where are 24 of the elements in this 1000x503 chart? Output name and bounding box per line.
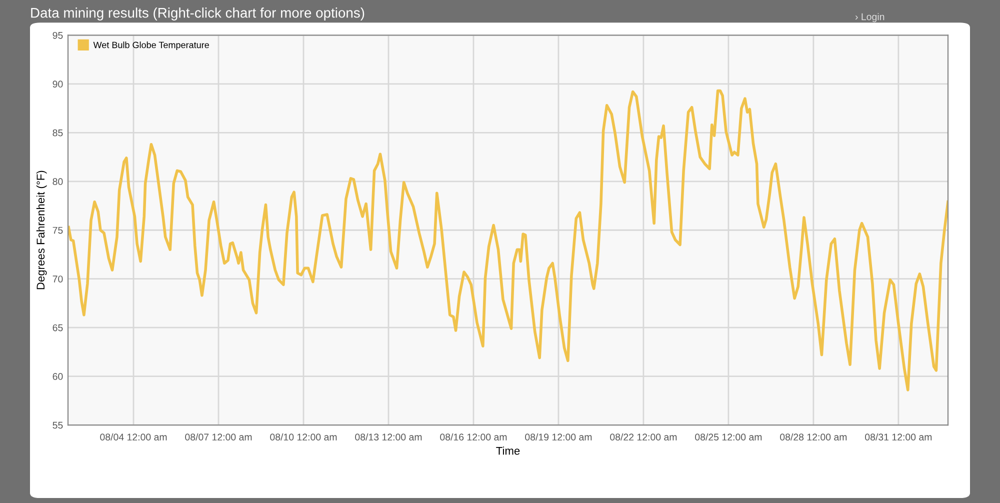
y-tick-label: 65: [52, 324, 63, 332]
legend-label: Wet Bulb Globe Temperature: [93, 42, 209, 50]
text: › Login: [855, 13, 884, 22]
chart-title: Data mining results (Right-click chart for more options): [31, 8, 364, 20]
y-tick-label: 60: [52, 373, 63, 380]
x-tick-label: 08/31 12:00 am: [865, 433, 932, 441]
y-tick-label: 70: [52, 276, 63, 282]
x-tick-label: 08/19 12:00 am: [525, 433, 592, 441]
y-tick-label: 95: [52, 32, 63, 39]
x-tick-label: 08/10 12:00 am: [270, 433, 337, 441]
x-tick-label: 08/22 12:00 am: [610, 433, 677, 441]
x-axis-title: Time: [496, 446, 520, 455]
y-tick-label: 55: [52, 422, 63, 429]
y-tick-label: 75: [52, 226, 63, 234]
y-tick-label: 90: [52, 80, 63, 88]
y-axis-title: Degrees Fahrenheit (°F): [36, 170, 47, 290]
x-tick-label: 08/04 12:00 am: [100, 433, 167, 441]
y-tick-label: 85: [52, 129, 63, 136]
x-tick-label: 08/07 12:00 am: [185, 433, 252, 441]
x-tick-label: 08/16 12:00 am: [440, 433, 507, 441]
x-tick-label: 08/25 12:00 am: [695, 433, 762, 441]
y-tick-label: 80: [52, 178, 63, 186]
x-tick-label: 08/13 12:00 am: [355, 433, 422, 441]
x-tick-label: 08/28 12:00 am: [780, 433, 847, 441]
